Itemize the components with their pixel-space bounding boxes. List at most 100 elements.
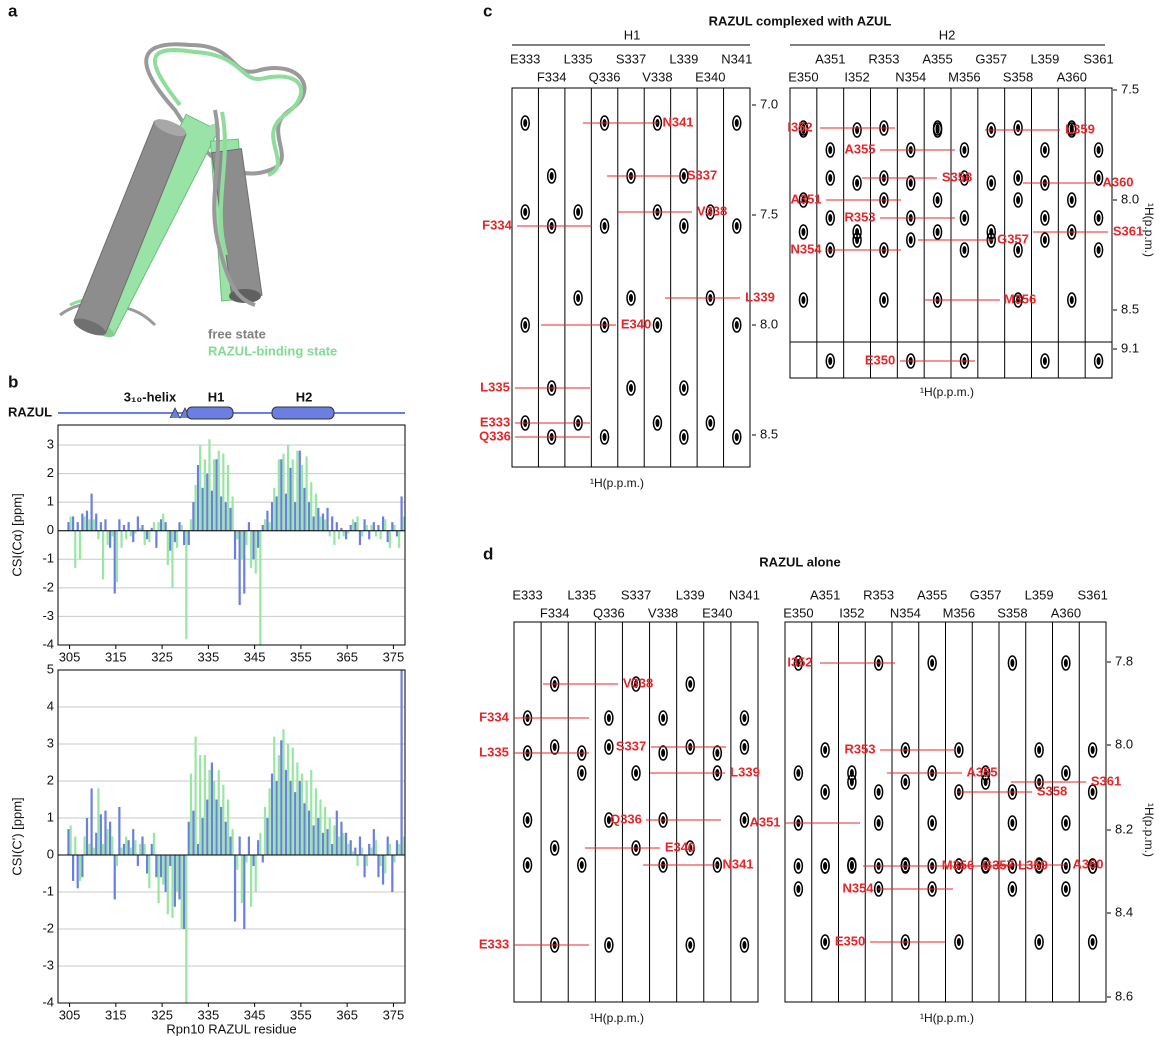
bar [305,456,308,531]
bar [175,530,179,548]
bar [314,788,317,855]
peak-label: S358 [1037,783,1067,798]
contour [1061,881,1071,897]
bar [289,467,292,531]
bar [210,762,213,855]
bar [159,519,163,531]
peak-label: A360 [1102,174,1133,189]
bar [189,519,193,531]
contour [606,941,611,949]
panel-label: a [8,1,18,20]
contour [1061,765,1071,781]
peak-label: V338 [623,675,653,690]
bar [173,530,176,543]
contour [631,765,641,781]
contour [679,218,689,234]
peak-label: L359 [1065,121,1095,136]
bar [85,818,89,855]
strip-label: L359 [1025,587,1054,602]
bar [379,855,382,867]
peak-label: F334 [482,217,512,232]
bar [101,843,105,855]
bar [138,843,142,855]
contour [849,861,854,869]
bar [377,525,380,531]
contour [1096,146,1101,154]
contour [1067,192,1077,208]
contour [520,204,530,220]
bar [178,522,181,531]
contour [1016,124,1021,132]
contour [679,429,689,445]
contour [681,433,686,441]
contour [1096,246,1101,254]
contour [523,119,528,127]
contour [606,816,611,824]
contour [742,714,747,722]
bar [129,847,132,855]
y-axis-label: CSI(Cα) [ppm] [9,493,24,576]
contour [634,680,638,688]
contour [549,840,560,856]
bar [395,530,399,537]
bar [215,799,218,855]
contour [927,815,937,831]
bar [192,502,195,531]
strip-label: F334 [537,69,567,84]
contour [1090,746,1095,754]
bar [111,836,114,855]
contour [1010,885,1015,893]
y-tick-label: -4 [42,994,54,1009]
contour [652,415,663,431]
peak-label: A351 [790,191,821,206]
contour [847,857,857,873]
contour [549,172,554,180]
bar [169,530,172,551]
bar [374,840,378,855]
x-tick-label: 355 [290,1007,312,1022]
ppm-tick-label: 8.6 [1115,988,1133,1003]
bar [381,516,385,531]
contour [1040,210,1050,226]
strip-group: E350 A351 I352 R353 N354 A355 M356 G357 S358 L359… [787,27,1155,399]
bar [92,847,95,855]
bar [266,510,269,531]
contour [1034,934,1044,950]
ppm-tick-label: 9.1 [1121,340,1139,355]
peak-label: E340 [665,839,695,854]
bar [78,855,82,881]
bar [277,755,280,855]
bar [333,530,336,545]
bar [358,530,362,545]
contour [655,321,660,329]
contour [801,126,806,134]
peak-label: E333 [480,414,510,429]
contour [604,739,614,755]
contour [825,210,835,226]
x-tick-label: 335 [198,649,220,664]
contour [1007,815,1018,831]
contour [1016,246,1021,254]
contour [606,743,611,751]
contour [522,857,533,873]
bar [104,810,107,855]
bar [326,507,329,531]
y-tick-label: 2 [47,772,54,787]
contour [980,774,991,790]
bar [321,832,325,855]
contour [796,769,801,777]
bar [90,493,93,531]
contour [602,433,607,441]
contour [1067,292,1077,308]
peak-label: E350 [835,933,865,948]
bar [146,530,149,540]
contour [679,380,689,396]
contour [1093,242,1104,258]
y-tick-label: 1 [47,809,54,824]
strip-label: E350 [788,69,818,84]
bar [106,530,109,545]
peak-label: R353 [844,741,875,756]
bar [231,496,234,531]
contour [983,861,988,869]
contour [852,122,862,138]
